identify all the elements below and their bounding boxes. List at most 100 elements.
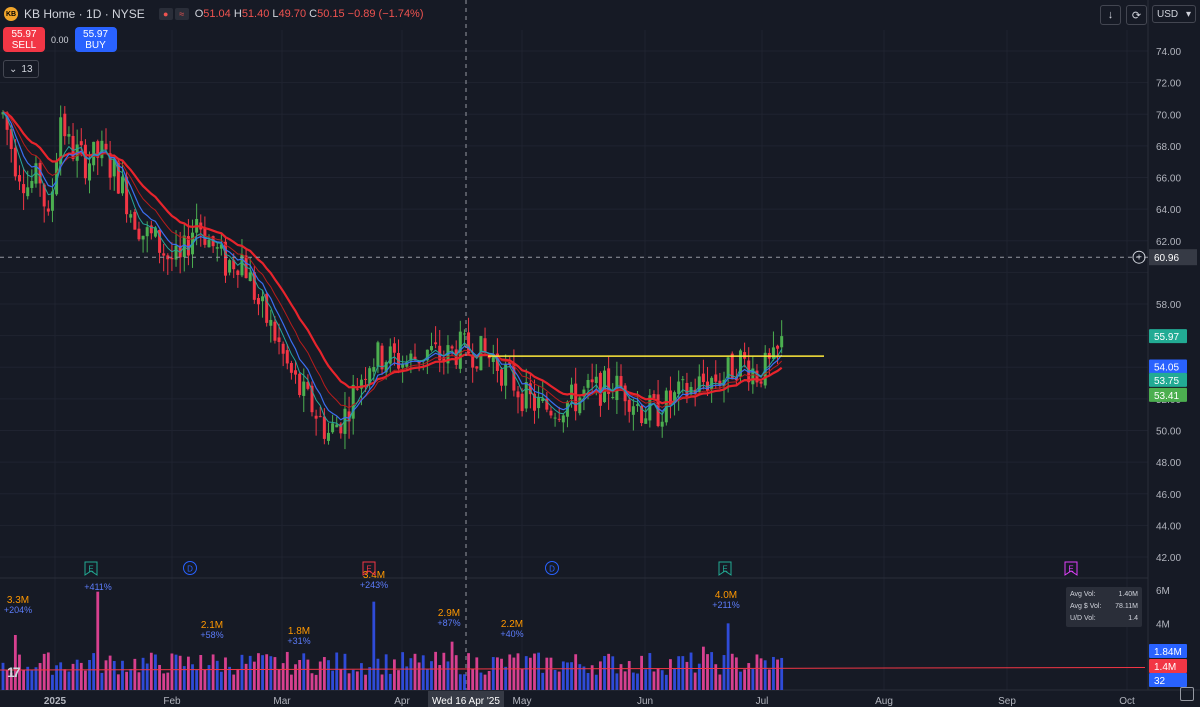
ema-21-line — [2, 111, 783, 405]
volume-bar — [599, 661, 602, 690]
candle-body — [553, 417, 557, 419]
candle-body — [335, 424, 339, 428]
crosshair-price-label: 60.96 — [1154, 253, 1179, 264]
volume-bar — [178, 655, 182, 690]
volume-bar — [63, 669, 67, 690]
volume-bar — [298, 660, 302, 690]
volume-bar — [442, 652, 446, 690]
candle-body — [63, 113, 67, 137]
candle-body — [425, 349, 429, 361]
volume-bar — [318, 661, 322, 690]
volume-spike-label: 2.2M — [501, 619, 523, 630]
candle-body — [318, 416, 322, 418]
volume-bar — [129, 668, 133, 690]
volume-bar — [693, 672, 697, 690]
indicators-toggle[interactable]: ⌄ 13 — [3, 60, 39, 78]
volume-bar — [528, 657, 532, 690]
symbol-label[interactable]: KB Home · 1D · NYSE — [24, 7, 145, 21]
candle-body — [623, 385, 627, 402]
time-tick: Feb — [163, 696, 181, 707]
candle-body — [314, 415, 318, 419]
price-tick: 50.00 — [1156, 427, 1181, 438]
candle-body — [50, 191, 54, 211]
candle-body — [281, 343, 285, 354]
volume-bar — [430, 661, 433, 690]
volume-bar — [355, 671, 359, 690]
candle-body — [607, 368, 611, 394]
volume-bar — [491, 657, 495, 690]
candle-body — [269, 319, 273, 326]
sell-button[interactable]: 55.97 SELL — [3, 27, 45, 52]
volume-bar — [401, 652, 405, 690]
currency-select[interactable]: USD ▾ — [1152, 5, 1196, 23]
candle-body — [780, 336, 784, 348]
volume-bar — [240, 654, 244, 690]
price-tick: 44.00 — [1156, 521, 1181, 532]
volume-spike-pct: +58% — [200, 630, 223, 640]
candle-body — [520, 393, 524, 412]
volume-bar — [549, 657, 553, 690]
volume-bar — [133, 658, 137, 690]
volume-bar — [421, 655, 425, 690]
candle-body — [162, 253, 166, 256]
price-label-box — [1149, 329, 1187, 344]
market-closed-icon[interactable]: ● — [158, 8, 173, 20]
volume-spike-pct: +40% — [500, 629, 523, 639]
candle-body — [55, 160, 59, 195]
price-label-box — [1149, 359, 1187, 374]
volume-bar — [739, 671, 742, 690]
delay-icon[interactable]: ≈ — [174, 8, 189, 20]
volume-bar — [112, 660, 116, 690]
candle-body — [570, 384, 574, 399]
volume-bar — [541, 672, 545, 690]
volume-bar — [500, 658, 503, 690]
volume-bar — [125, 671, 128, 690]
volume-bar — [224, 657, 227, 690]
dividend-icon — [183, 561, 197, 575]
candle-body — [504, 364, 508, 386]
price-label-box — [1149, 387, 1187, 402]
price-label: 53.75 — [1154, 376, 1179, 387]
volume-bar — [145, 663, 149, 690]
volume-bar — [116, 674, 120, 690]
volume-bar — [96, 591, 100, 690]
volume-bar — [763, 660, 767, 690]
candle-body — [648, 395, 652, 421]
candle-body — [359, 379, 363, 389]
candle-body — [265, 293, 269, 323]
ohlc-readout: O51.04 H51.40 L49.70 C50.15 −0.89 (−1.74… — [194, 8, 424, 20]
candle-body — [549, 410, 553, 416]
volume-bar — [656, 668, 660, 690]
candle-body — [697, 376, 701, 392]
candle-body — [574, 383, 578, 412]
volume-bar — [545, 657, 549, 690]
kb-home-logo: KB — [4, 7, 18, 21]
candle-body — [364, 378, 368, 380]
volume-bar — [55, 665, 58, 690]
candle-body — [240, 254, 244, 276]
volume-bar — [669, 659, 672, 690]
volume-bar — [149, 652, 153, 690]
add-alert-icon — [1132, 250, 1146, 264]
candle-body — [149, 225, 153, 234]
volume-bar — [479, 672, 483, 690]
spread-value: 0.00 — [51, 34, 69, 45]
volume-bar — [18, 654, 21, 690]
volume-bar — [46, 652, 50, 690]
candle-body — [776, 345, 780, 349]
candle-body — [153, 227, 157, 237]
volume-bar — [644, 669, 648, 690]
fit-screen-icon[interactable] — [1180, 687, 1194, 701]
buy-button[interactable]: 55.97 BUY — [74, 27, 117, 52]
candle-body — [685, 382, 689, 398]
candle-body — [668, 390, 672, 406]
time-tick: Sep — [998, 696, 1016, 707]
refresh-icon[interactable]: ⟳ — [1126, 5, 1147, 25]
candle-body — [644, 418, 648, 424]
download-icon[interactable]: ↓ — [1100, 5, 1121, 25]
volume-bar — [533, 653, 536, 690]
earnings-icon — [718, 561, 732, 576]
volume-bar — [79, 662, 83, 690]
